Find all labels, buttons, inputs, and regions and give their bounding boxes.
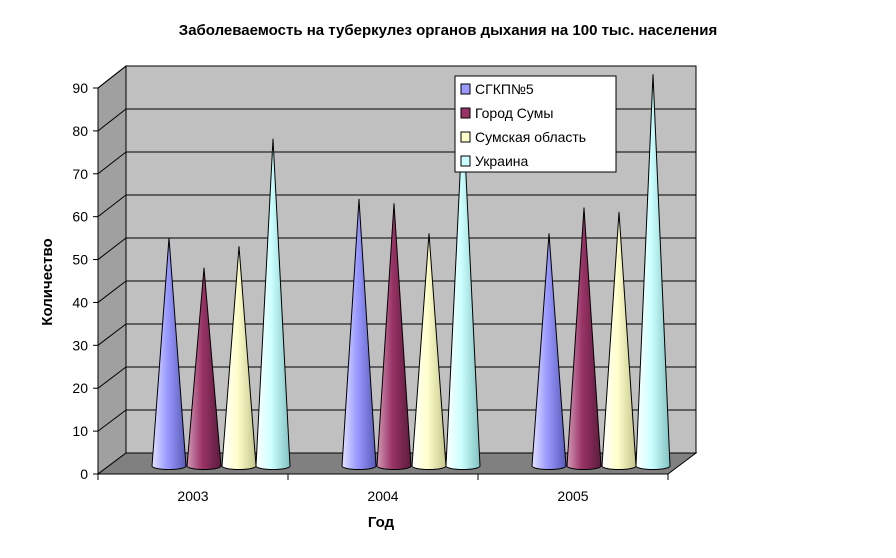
x-tick-label: 2004: [367, 488, 398, 504]
x-axis-title: Год: [368, 514, 395, 531]
legend-label: СГКП№5: [475, 81, 534, 97]
y-tick-label: 30: [72, 337, 88, 353]
gridline-side: [97, 108, 127, 132]
cone-Украина-2004: [445, 112, 481, 470]
legend-label: Город Сумы: [475, 105, 553, 121]
cone-Город Сумы-2005: [566, 207, 602, 470]
x-tick-label: 2003: [177, 488, 208, 504]
x-axis-ticks: 2003 2004 2005: [97, 474, 669, 504]
cone-Украина-2005: [635, 74, 671, 470]
y-tick-label: 80: [72, 123, 88, 139]
y-tick-label: 0: [80, 466, 88, 482]
legend-swatch: [460, 83, 471, 95]
legend-label: Украина: [475, 153, 529, 169]
legend-swatch: [460, 131, 471, 143]
legend: [454, 75, 617, 173]
y-tick-label: 10: [72, 423, 88, 439]
cone-СГКП№5-2005: [531, 233, 567, 470]
gridline-side: [97, 194, 127, 218]
cone-Украина-2003: [255, 138, 291, 470]
gridline-side: [97, 151, 127, 175]
gridline-side: [97, 237, 127, 260]
legend-label: Сумская область: [475, 129, 586, 145]
gridline-side: [97, 409, 127, 432]
y-tick-label: 90: [72, 80, 88, 96]
legend-items: СГКП№5 Город Сумы Сумская область Украина: [460, 81, 586, 169]
y-tick-label: 60: [72, 209, 88, 225]
y-tick-label: 70: [72, 166, 88, 182]
gridline-side: [97, 323, 127, 346]
cone-СГКП№5-2004: [341, 198, 377, 470]
chart-title: Заболеваемость на туберкулез органов дых…: [179, 22, 717, 39]
legend-swatch: [460, 107, 471, 119]
gridline-side: [97, 65, 127, 89]
y-tick-label: 40: [72, 294, 88, 310]
gridline-side: [97, 366, 127, 389]
cone-Город Сумы-2004: [376, 203, 412, 470]
legend-swatch: [460, 155, 471, 167]
y-axis-ticks: 0 10 20 30 40 50 60 70 80 90: [72, 80, 98, 482]
cone-Город Сумы-2003: [186, 267, 222, 470]
gridline-side: [97, 280, 127, 303]
x-tick-label: 2005: [557, 488, 588, 504]
y-tick-label: 20: [72, 380, 88, 396]
plot-area: [151, 74, 671, 470]
cone-СГКП№5-2003: [151, 237, 187, 470]
y-axis-title: Количество: [39, 238, 56, 325]
y-tick-label: 50: [72, 252, 88, 268]
